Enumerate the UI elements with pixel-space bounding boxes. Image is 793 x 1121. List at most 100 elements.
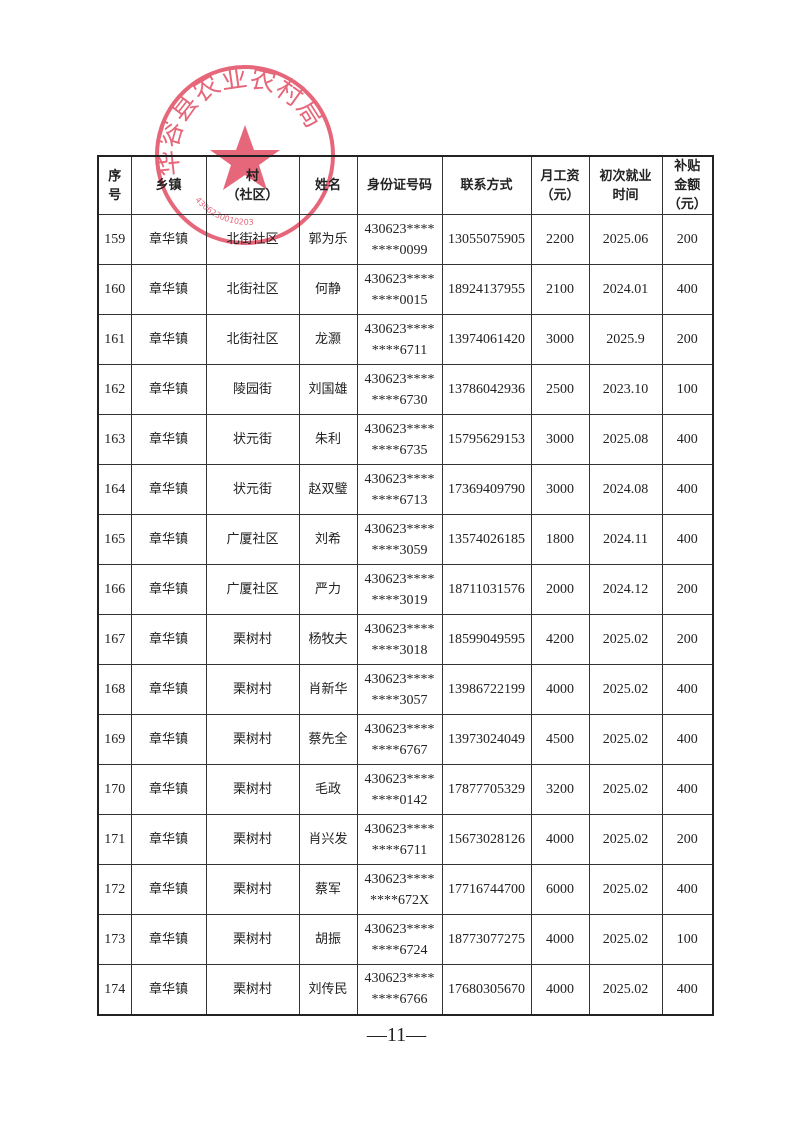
- table-cell: 200: [661, 564, 714, 615]
- table-row: 160 章华镇 北街社区 何静 430623**** ****0015 189241379…: [97, 264, 714, 315]
- table-row: 161 章华镇 北街社区 龙灏 430623**** ****6711 139740614…: [97, 314, 714, 365]
- table-row: 173 章华镇 栗树村 胡振 430623**** ****6724 1877307727…: [97, 914, 714, 965]
- table-cell: 167: [97, 614, 132, 665]
- table-cell: 1800: [530, 514, 590, 565]
- table-cell: 肖兴发: [298, 814, 358, 865]
- column-header: 序 号: [97, 155, 132, 215]
- table-cell: 400: [661, 964, 714, 1015]
- table-cell: 13055075905: [441, 214, 532, 265]
- column-header: 身份证号码: [356, 155, 443, 215]
- table-cell: 章华镇: [130, 264, 207, 315]
- table-cell: 章华镇: [130, 664, 207, 715]
- table-cell: 430623**** ****6724: [356, 914, 443, 965]
- table-cell: 400: [661, 464, 714, 515]
- table-cell: 430623**** ****6711: [356, 314, 443, 365]
- table-cell: 159: [97, 214, 132, 265]
- table-cell: 4000: [530, 664, 590, 715]
- column-header: 姓名: [298, 155, 358, 215]
- table-cell: 430623**** ****6730: [356, 364, 443, 415]
- table-cell: 2025.08: [588, 414, 663, 465]
- table-cell: 严力: [298, 564, 358, 615]
- table-cell: 15673028126: [441, 814, 532, 865]
- column-header: 月工资 （元）: [530, 155, 590, 215]
- table-cell: 17369409790: [441, 464, 532, 515]
- table-row: 172 章华镇 栗树村 蔡军 430623**** ****672X 1771674470…: [97, 864, 714, 915]
- table-cell: 4000: [530, 964, 590, 1015]
- table-cell: 13973024049: [441, 714, 532, 765]
- table-cell: 2025.02: [588, 914, 663, 965]
- table-cell: 172: [97, 864, 132, 915]
- table-cell: 430623**** ****672X: [356, 864, 443, 915]
- table-cell: 13974061420: [441, 314, 532, 365]
- table-cell: 刘国雄: [298, 364, 358, 415]
- table-cell: 430623**** ****6711: [356, 814, 443, 865]
- table-cell: 赵双璧: [298, 464, 358, 515]
- table-cell: 4000: [530, 914, 590, 965]
- table-cell: 165: [97, 514, 132, 565]
- table-cell: 430623**** ****0142: [356, 764, 443, 815]
- table-cell: 160: [97, 264, 132, 315]
- table-cell: 章华镇: [130, 914, 207, 965]
- table-row: 166 章华镇 广厦社区 严力 430623**** ****3019 187110315…: [97, 564, 714, 615]
- table-cell: 18711031576: [441, 564, 532, 615]
- table-cell: 章华镇: [130, 764, 207, 815]
- table-cell: 2000: [530, 564, 590, 615]
- table-row: 169 章华镇 栗树村 蔡先全 430623**** ****6767 139730240…: [97, 714, 714, 765]
- table-cell: 4500: [530, 714, 590, 765]
- table-cell: 430623**** ****0099: [356, 214, 443, 265]
- table-cell: 430623**** ****3059: [356, 514, 443, 565]
- table-cell: 北街社区: [205, 314, 300, 365]
- table-cell: 蔡军: [298, 864, 358, 915]
- table-cell: 17680305670: [441, 964, 532, 1015]
- table-cell: 何静: [298, 264, 358, 315]
- table-cell: 400: [661, 264, 714, 315]
- table-cell: 430623**** ****6766: [356, 964, 443, 1015]
- table-cell: 163: [97, 414, 132, 465]
- table-cell: 430623**** ****6713: [356, 464, 443, 515]
- table-cell: 2025.02: [588, 964, 663, 1015]
- table-cell: 173: [97, 914, 132, 965]
- table-row: 159 章华镇 北街社区 郭为乐 430623**** ****0099 13055075…: [97, 214, 714, 265]
- table-cell: 18924137955: [441, 264, 532, 315]
- table-cell: 430623**** ****3057: [356, 664, 443, 715]
- table-cell: 栗树村: [205, 864, 300, 915]
- table-cell: 430623**** ****3018: [356, 614, 443, 665]
- table-cell: 200: [661, 814, 714, 865]
- table-cell: 广厦社区: [205, 564, 300, 615]
- table-cell: 18773077275: [441, 914, 532, 965]
- table-cell: 2025.06: [588, 214, 663, 265]
- table-cell: 章华镇: [130, 514, 207, 565]
- table-cell: 胡振: [298, 914, 358, 965]
- table-row: 167 章华镇 栗树村 杨牧夫 430623**** ****3018 185990495…: [97, 614, 714, 665]
- table-cell: 北街社区: [205, 214, 300, 265]
- table-cell: 174: [97, 964, 132, 1015]
- table-cell: 400: [661, 714, 714, 765]
- table-cell: 3000: [530, 464, 590, 515]
- table-cell: 杨牧夫: [298, 614, 358, 665]
- table-cell: 栗树村: [205, 614, 300, 665]
- subsidy-table: 序 号乡镇村 （社区） 姓名 身份证号码 联系方式 月工资 （元） 初次就业 时间 补贴 金…: [97, 155, 714, 1016]
- table-cell: 龙灏: [298, 314, 358, 365]
- table-cell: 2025.02: [588, 864, 663, 915]
- table-cell: 17877705329: [441, 764, 532, 815]
- table-cell: 161: [97, 314, 132, 365]
- table-cell: 4000: [530, 814, 590, 865]
- table-cell: 200: [661, 314, 714, 365]
- table-cell: 章华镇: [130, 464, 207, 515]
- table-cell: 18599049595: [441, 614, 532, 665]
- table-cell: 3000: [530, 314, 590, 365]
- table-cell: 章华镇: [130, 714, 207, 765]
- table-cell: 171: [97, 814, 132, 865]
- table-cell: 3000: [530, 414, 590, 465]
- table-cell: 栗树村: [205, 714, 300, 765]
- table-cell: 蔡先全: [298, 714, 358, 765]
- table-row: 171 章华镇 栗树村 肖兴发 430623**** ****6711 156730281…: [97, 814, 714, 865]
- table-cell: 2025.9: [588, 314, 663, 365]
- table-cell: 章华镇: [130, 964, 207, 1015]
- table-cell: 章华镇: [130, 364, 207, 415]
- table-cell: 400: [661, 864, 714, 915]
- table-cell: 2024.01: [588, 264, 663, 315]
- table-cell: 2100: [530, 264, 590, 315]
- table-cell: 刘传民: [298, 964, 358, 1015]
- table-cell: 章华镇: [130, 214, 207, 265]
